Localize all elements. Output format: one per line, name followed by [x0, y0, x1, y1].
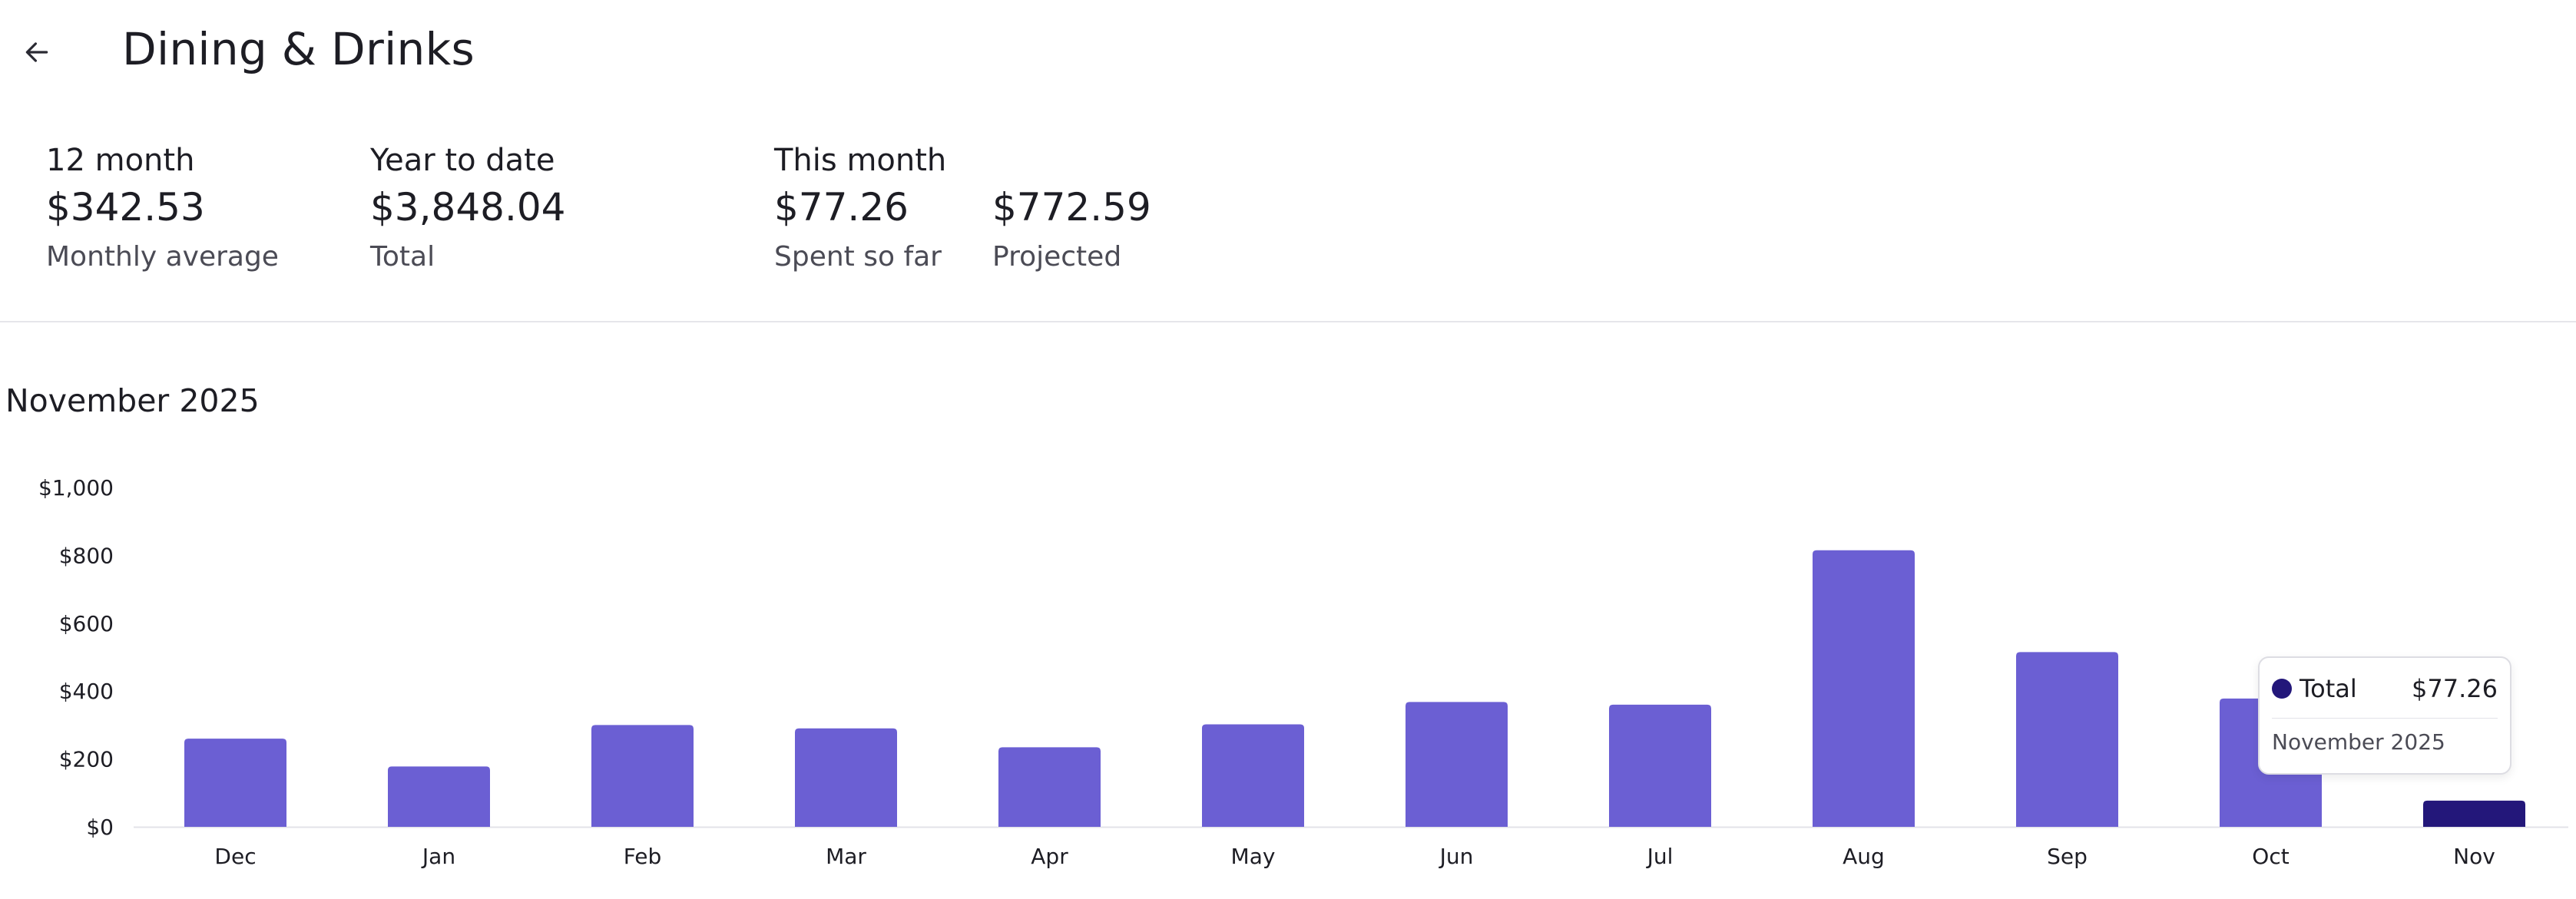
- x-tick-label: Jan: [421, 844, 455, 869]
- bar-may[interactable]: [1202, 724, 1304, 827]
- bar-aug[interactable]: [1813, 550, 1915, 827]
- y-tick-label: $400: [59, 679, 114, 704]
- stat-value-projected: $772.59: [992, 185, 1151, 230]
- bar-jun[interactable]: [1406, 702, 1508, 827]
- x-tick-label: Jul: [1646, 844, 1674, 869]
- x-tick-label: Jun: [1439, 844, 1474, 869]
- tooltip-period: November 2025: [2272, 729, 2445, 755]
- stat-sublabel: Total: [370, 240, 435, 273]
- stat-sublabel: Monthly average: [46, 240, 279, 273]
- stat-label: This month: [774, 143, 947, 178]
- page-title: Dining & Drinks: [122, 23, 475, 75]
- series-dot-icon: [2272, 679, 2292, 699]
- stat-value-spent: $77.26: [774, 185, 909, 230]
- stat-sublabel-projected: Projected: [992, 240, 1122, 273]
- x-tick-label: May: [1231, 844, 1276, 869]
- arrow-left-icon: [25, 42, 48, 62]
- bar-sep[interactable]: [2016, 652, 2118, 827]
- bar-jul[interactable]: [1609, 704, 1711, 827]
- chart-tooltip: Total $77.26 November 2025: [2258, 656, 2511, 775]
- stat-12-month: 12 month $342.53 Monthly average: [46, 143, 279, 273]
- y-tick-label: $200: [59, 747, 114, 772]
- y-tick-label: $600: [59, 611, 114, 636]
- x-tick-label: Nov: [2453, 844, 2495, 869]
- stat-this-month: This month $77.26 Spent so far: [774, 143, 946, 273]
- x-tick-label: Dec: [214, 844, 256, 869]
- x-tick-label: Oct: [2252, 844, 2289, 869]
- stat-value: $3,848.04: [370, 185, 566, 230]
- page-header: Dining & Drinks: [0, 0, 2576, 104]
- stat-value: $342.53: [46, 185, 205, 230]
- x-tick-label: Feb: [624, 844, 662, 869]
- y-tick-label: $800: [59, 543, 114, 568]
- x-tick-label: Mar: [826, 844, 866, 869]
- stats-summary: 12 month $342.53 Monthly average Year to…: [0, 138, 2576, 322]
- y-tick-label: $0: [86, 815, 114, 840]
- tooltip-divider: [2272, 718, 2498, 719]
- bar-nov[interactable]: [2423, 800, 2525, 827]
- bar-jan[interactable]: [388, 766, 490, 827]
- tooltip-series-label: Total: [2300, 674, 2357, 703]
- back-button[interactable]: [15, 31, 58, 74]
- bar-feb[interactable]: [591, 725, 694, 827]
- stat-label: 12 month: [46, 143, 195, 178]
- stat-label: Year to date: [370, 143, 555, 178]
- spending-bar-chart: $0 $200 $400 $600 $800 $1,000 Dec Jan Feb Mar Apr M…: [38, 475, 2568, 869]
- stat-year-to-date: Year to date $3,848.04 Total: [370, 143, 565, 273]
- stat-sublabel-spent: Spent so far: [774, 240, 942, 273]
- bar-mar[interactable]: [795, 728, 897, 827]
- y-tick-label: $1,000: [38, 475, 114, 501]
- x-tick-label: Aug: [1843, 844, 1885, 869]
- chart-title: November 2025: [5, 382, 260, 419]
- x-tick-label: Apr: [1031, 844, 1068, 869]
- tooltip-series-row: Total $77.26: [2272, 673, 2498, 704]
- tooltip-series-value: $77.26: [2412, 674, 2498, 703]
- section-divider: [0, 321, 2576, 322]
- stat-projected: $772.59 Projected: [992, 185, 1151, 273]
- x-tick-label: Sep: [2047, 844, 2088, 869]
- bar-apr[interactable]: [998, 747, 1101, 827]
- bar-dec[interactable]: [184, 739, 286, 827]
